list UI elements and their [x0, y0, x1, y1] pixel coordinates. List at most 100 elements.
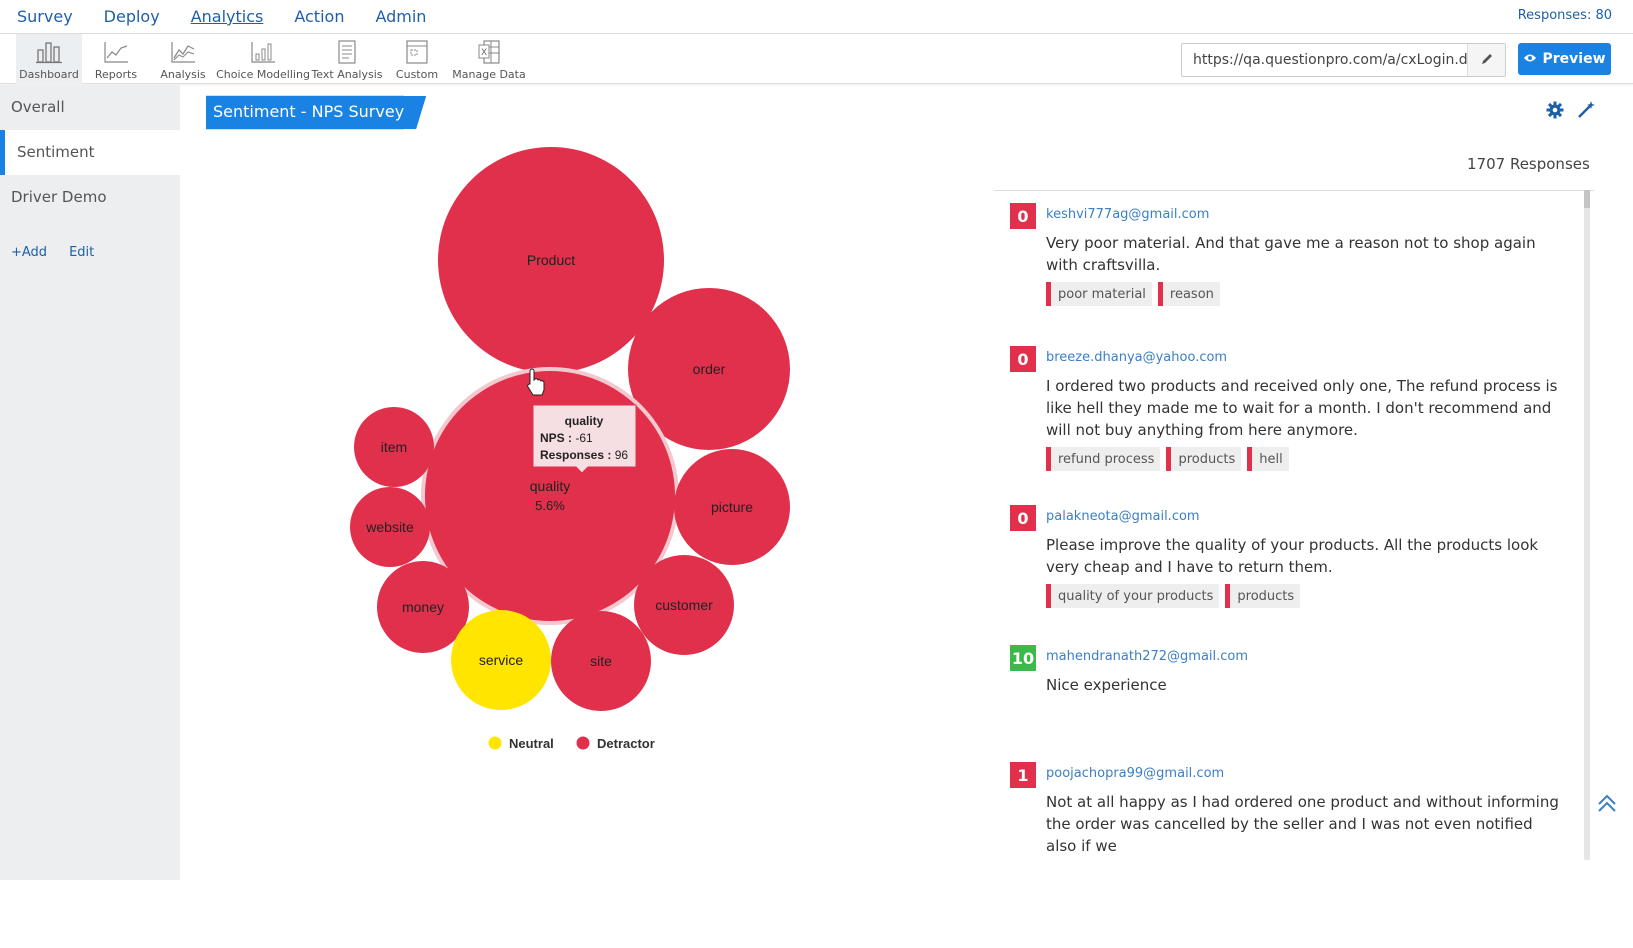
bubble-label: Product	[527, 252, 575, 268]
area-chart-icon	[169, 38, 197, 66]
bubble-circle[interactable]	[628, 288, 790, 450]
bubble-tooltip: quality NPS : -61 Responses : 96	[532, 404, 637, 474]
tool-label: Choice Modelling	[216, 68, 310, 81]
tool-text-analysis[interactable]: Text Analysis	[310, 34, 384, 84]
tool-list: Dashboard Reports Analysis Choice Modell…	[16, 34, 528, 84]
respondent-email[interactable]: breeze.dhanya@yahoo.com	[1046, 350, 1228, 365]
bubble-circle[interactable]	[451, 610, 551, 710]
bar-chart-icon	[35, 38, 63, 66]
legend-item-detractor[interactable]: Detractor	[576, 736, 655, 751]
bubble-service[interactable]: service	[451, 610, 551, 710]
bubble-circle[interactable]	[350, 487, 430, 567]
tooltip-responses-value: 96	[611, 448, 628, 462]
page-title: Sentiment - NPS Survey	[206, 96, 426, 129]
nps-score-badge: 0	[1010, 203, 1036, 229]
tool-analysis[interactable]: Analysis	[150, 34, 216, 84]
bubble-money[interactable]: money	[377, 561, 469, 653]
nav-analytics[interactable]: Analytics	[190, 7, 264, 26]
tool-label: Custom	[395, 68, 439, 81]
response-item: 0 keshvi777ag@gmail.com Very poor materi…	[1010, 203, 1575, 346]
edit-dashboard-link[interactable]: Edit	[69, 245, 95, 260]
nav-admin[interactable]: Admin	[375, 7, 427, 26]
bubble-picture[interactable]: picture	[674, 449, 790, 565]
tool-reports[interactable]: Reports	[82, 34, 150, 84]
preview-button[interactable]: Preview	[1518, 43, 1611, 75]
tool-custom[interactable]: Custom	[384, 34, 450, 84]
edit-url-button[interactable]	[1467, 44, 1505, 76]
top-navigation: Survey Deploy Analytics Action Admin Res…	[0, 0, 1633, 34]
eye-icon	[1523, 51, 1537, 67]
sentiment-bubble-chart: Product order quality 5.6% item website pictur…	[350, 147, 790, 751]
sidebar-item-sentiment[interactable]: Sentiment	[0, 130, 180, 175]
nps-score-badge: 10	[1010, 645, 1036, 671]
bubble-label: website	[365, 519, 414, 535]
bubble-website[interactable]: website	[350, 487, 430, 567]
keyword-tag[interactable]: hell	[1247, 447, 1289, 471]
magic-wand-icon[interactable]	[1576, 100, 1596, 124]
keyword-tag[interactable]: products	[1166, 447, 1242, 471]
bubble-product[interactable]: Product	[438, 147, 664, 373]
response-list: 0 keshvi777ag@gmail.com Very poor materi…	[1010, 203, 1575, 948]
respondent-email[interactable]: palakneota@gmail.com	[1046, 509, 1200, 524]
keyword-tag[interactable]: reason	[1157, 282, 1220, 306]
bubble-percent-label: 5.6%	[535, 498, 565, 513]
bubble-circle[interactable]	[354, 407, 434, 487]
sidebar-item-overall[interactable]: Overall	[11, 98, 65, 116]
respondent-email[interactable]: keshvi777ag@gmail.com	[1046, 207, 1210, 222]
tooltip-box	[532, 404, 637, 474]
bubble-circle[interactable]	[674, 449, 790, 565]
keyword-tag[interactable]: quality of your products	[1046, 584, 1220, 608]
nps-score-badge: 0	[1010, 346, 1036, 372]
bubble-label: order	[693, 361, 726, 377]
response-comment: Very poor material. And that gave me a r…	[1046, 234, 1536, 274]
bubble-label: item	[381, 439, 407, 455]
text-analysis-icon	[333, 38, 361, 66]
survey-url-field[interactable]: https://qa.questionpro.com/a/cxLogin.do?…	[1181, 43, 1506, 77]
scroll-to-top-icon[interactable]	[1596, 793, 1618, 819]
keyword-tag[interactable]: refund process	[1046, 447, 1161, 471]
tooltip-nps-label: NPS : -61	[540, 431, 593, 445]
bubble-order[interactable]: order	[628, 288, 790, 450]
bubble-label: customer	[655, 597, 713, 613]
response-comment: I ordered two products and received only…	[1046, 377, 1558, 439]
bubble-circle[interactable]	[377, 561, 469, 653]
response-item: 0 breeze.dhanya@yahoo.com I ordered two …	[1010, 346, 1575, 505]
preview-label: Preview	[1542, 51, 1606, 67]
main-menu: Survey Deploy Analytics Action Admin	[0, 0, 440, 34]
response-comment: Please improve the quality of your produ…	[1046, 536, 1539, 576]
tooltip-nps-value: -61	[572, 431, 593, 445]
bubble-customer[interactable]: customer	[634, 555, 734, 655]
keyword-tags: quality of your products products	[1046, 584, 1575, 608]
nav-survey[interactable]: Survey	[17, 7, 73, 26]
respondent-email[interactable]: poojachopra99@gmail.com	[1046, 766, 1225, 781]
legend-item-neutral[interactable]: Neutral	[488, 736, 554, 751]
tool-manage-data[interactable]: X Manage Data	[450, 34, 528, 84]
bubble-item[interactable]: item	[354, 407, 434, 487]
scrollbar-thumb[interactable]	[1584, 190, 1590, 208]
bubble-circle[interactable]	[438, 147, 664, 373]
tool-dashboard[interactable]: Dashboard	[16, 34, 82, 84]
add-dashboard-link[interactable]: +Add	[11, 245, 48, 260]
bubble-label: site	[590, 653, 612, 669]
bubble-site[interactable]: site	[551, 611, 651, 711]
sidebar-item-driver-demo[interactable]: Driver Demo	[11, 188, 107, 206]
keyword-tag[interactable]: products	[1225, 584, 1301, 608]
keyword-tag[interactable]: poor material	[1046, 282, 1152, 306]
nav-action[interactable]: Action	[294, 7, 345, 26]
nav-deploy[interactable]: Deploy	[103, 7, 160, 26]
gear-icon[interactable]	[1546, 101, 1564, 123]
responses-scrollbar[interactable]	[1584, 190, 1590, 860]
tooltip-responses-label: Responses : 96	[540, 448, 628, 462]
tool-label: Reports	[94, 68, 138, 81]
respondent-email[interactable]: mahendranath272@gmail.com	[1046, 649, 1249, 664]
bubble-label: service	[479, 652, 524, 668]
legend-marker	[576, 736, 590, 750]
choice-model-icon	[249, 38, 277, 66]
tool-label: Manage Data	[452, 68, 526, 81]
bubble-circle[interactable]	[634, 555, 734, 655]
survey-url-text: https://qa.questionpro.com/a/cxLogin.do?…	[1193, 52, 1467, 68]
tool-label: Analysis	[160, 68, 206, 81]
response-comment: Nice experience	[1046, 676, 1167, 694]
bubble-circle[interactable]	[551, 611, 651, 711]
tool-choice-modelling[interactable]: Choice Modelling	[216, 34, 310, 84]
